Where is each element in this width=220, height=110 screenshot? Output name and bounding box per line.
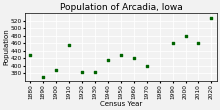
Point	[42, 76, 45, 78]
Point	[29, 54, 32, 56]
Point	[210, 17, 213, 19]
Point	[106, 59, 110, 61]
Point	[171, 42, 174, 44]
Point	[119, 54, 123, 56]
Point	[80, 71, 84, 72]
Y-axis label: Population: Population	[4, 29, 9, 65]
Point	[55, 69, 58, 71]
X-axis label: Census Year: Census Year	[100, 101, 142, 106]
Title: Population of Arcadia, Iowa: Population of Arcadia, Iowa	[60, 4, 182, 12]
Point	[132, 58, 136, 59]
Point	[93, 71, 97, 72]
Point	[158, 91, 161, 93]
Point	[68, 44, 71, 46]
Point	[197, 42, 200, 44]
Point	[184, 35, 187, 37]
Point	[145, 65, 149, 67]
